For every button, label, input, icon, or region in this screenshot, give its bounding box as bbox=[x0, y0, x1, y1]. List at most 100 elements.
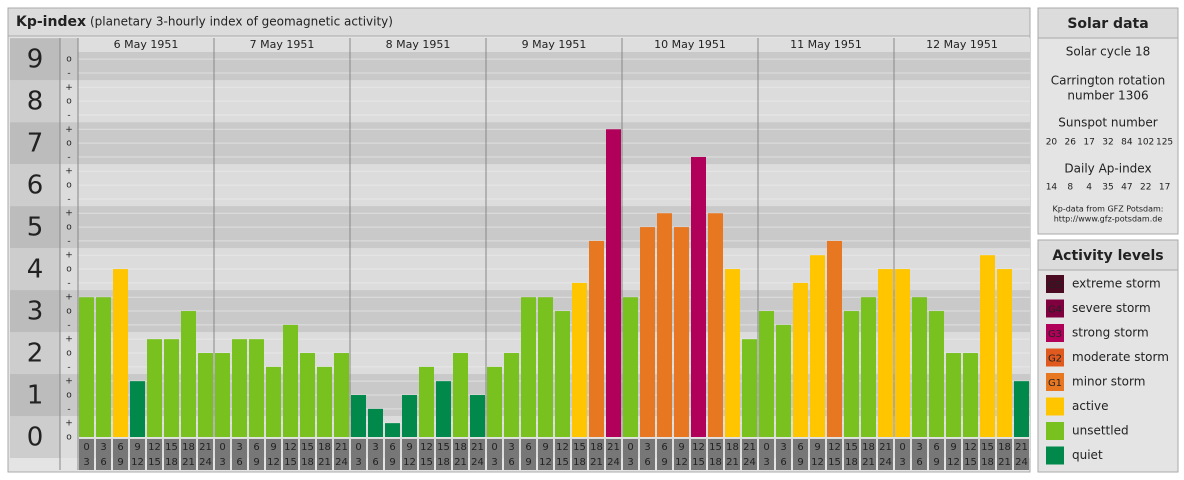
hour-to: 18 bbox=[981, 457, 994, 468]
bar bbox=[266, 366, 281, 437]
hour-to: 15 bbox=[284, 457, 297, 468]
hour-box bbox=[946, 439, 961, 470]
hour-box bbox=[606, 439, 621, 470]
bar bbox=[232, 339, 247, 437]
hour-box bbox=[776, 439, 791, 470]
hour-to: 12 bbox=[811, 457, 824, 468]
bar bbox=[538, 297, 553, 437]
minor-tick-label: + bbox=[65, 293, 73, 303]
hour-to: 24 bbox=[607, 457, 620, 468]
day-label: 8 May 1951 bbox=[386, 38, 451, 51]
hour-box bbox=[844, 439, 859, 470]
bar bbox=[249, 339, 264, 437]
hour-box bbox=[929, 439, 944, 470]
legend-label: active bbox=[1072, 399, 1108, 413]
hour-from: 21 bbox=[335, 442, 348, 453]
legend-label: strong storm bbox=[1072, 326, 1149, 340]
bar bbox=[317, 366, 332, 437]
hour-from: 9 bbox=[950, 442, 956, 453]
bar bbox=[487, 366, 502, 437]
sunspot-value: 102 bbox=[1137, 138, 1154, 148]
bar bbox=[300, 353, 315, 437]
hour-from: 18 bbox=[182, 442, 195, 453]
hour-to: 15 bbox=[828, 457, 841, 468]
minor-tick-label: + bbox=[65, 419, 73, 429]
hour-to: 3 bbox=[219, 457, 225, 468]
hour-to: 21 bbox=[318, 457, 331, 468]
y-tick-label: 9 bbox=[27, 45, 44, 75]
hour-to: 15 bbox=[420, 457, 433, 468]
hour-box bbox=[334, 439, 349, 470]
hour-box bbox=[215, 439, 230, 470]
bar bbox=[402, 395, 417, 437]
minor-tick-label: - bbox=[67, 194, 70, 204]
bar bbox=[912, 297, 927, 437]
hour-from: 6 bbox=[117, 442, 123, 453]
y-tick-label: 8 bbox=[27, 87, 44, 117]
minor-tick-label: + bbox=[65, 209, 73, 219]
hour-from: 6 bbox=[797, 442, 803, 453]
minor-tick-label: o bbox=[66, 223, 72, 233]
hour-from: 18 bbox=[590, 442, 603, 453]
hour-to: 3 bbox=[763, 457, 769, 468]
hour-box bbox=[963, 439, 978, 470]
hour-box bbox=[725, 439, 740, 470]
bar bbox=[759, 311, 774, 437]
minor-tick-label: - bbox=[67, 278, 70, 288]
hour-box bbox=[589, 439, 604, 470]
hour-box bbox=[912, 439, 927, 470]
digit-band bbox=[10, 332, 60, 375]
y-tick-label: 5 bbox=[27, 213, 44, 243]
carrington: number 1306 bbox=[1067, 89, 1148, 103]
ap-value: 35 bbox=[1102, 183, 1113, 193]
hour-box bbox=[657, 439, 672, 470]
minor-tick-label: o bbox=[66, 265, 72, 275]
y-tick-label: 3 bbox=[27, 297, 44, 327]
y-tick-label: 7 bbox=[27, 129, 44, 159]
digit-band bbox=[10, 80, 60, 123]
y-tick-label: 0 bbox=[27, 423, 44, 453]
ap-value: 22 bbox=[1140, 183, 1151, 193]
digit-band bbox=[10, 206, 60, 249]
hour-from: 21 bbox=[199, 442, 212, 453]
hour-from: 6 bbox=[253, 442, 259, 453]
hour-to: 18 bbox=[573, 457, 586, 468]
hour-to: 6 bbox=[644, 457, 650, 468]
legend-code: G2 bbox=[1048, 354, 1062, 365]
hour-box bbox=[351, 439, 366, 470]
hour-to: 15 bbox=[964, 457, 977, 468]
bar bbox=[946, 353, 961, 437]
hour-to: 6 bbox=[236, 457, 242, 468]
day-label: 6 May 1951 bbox=[114, 38, 179, 51]
hour-box bbox=[691, 439, 706, 470]
hour-to: 6 bbox=[780, 457, 786, 468]
hour-to: 12 bbox=[267, 457, 280, 468]
bar bbox=[130, 381, 145, 437]
hour-from: 0 bbox=[355, 442, 361, 453]
bar bbox=[929, 311, 944, 437]
hour-from: 9 bbox=[678, 442, 684, 453]
hour-to: 15 bbox=[556, 457, 569, 468]
hour-box bbox=[232, 439, 247, 470]
hour-box bbox=[181, 439, 196, 470]
hour-to: 12 bbox=[675, 457, 688, 468]
day-label: 7 May 1951 bbox=[250, 38, 315, 51]
hour-from: 9 bbox=[406, 442, 412, 453]
digit-band bbox=[10, 122, 60, 165]
day-label: 11 May 1951 bbox=[790, 38, 862, 51]
hour-from: 21 bbox=[879, 442, 892, 453]
minor-tick-label: o bbox=[66, 55, 72, 65]
minor-tick-label: o bbox=[66, 391, 72, 401]
minor-tick-label: - bbox=[67, 404, 70, 414]
digit-band bbox=[10, 38, 60, 81]
day-label: 12 May 1951 bbox=[926, 38, 998, 51]
bar bbox=[793, 282, 808, 437]
hour-from: 3 bbox=[916, 442, 922, 453]
hour-from: 12 bbox=[828, 442, 841, 453]
hour-to: 21 bbox=[998, 457, 1011, 468]
hour-to: 6 bbox=[508, 457, 514, 468]
bar bbox=[725, 269, 740, 437]
bar bbox=[368, 408, 383, 437]
bar bbox=[555, 311, 570, 437]
minor-tick-label: o bbox=[66, 139, 72, 149]
